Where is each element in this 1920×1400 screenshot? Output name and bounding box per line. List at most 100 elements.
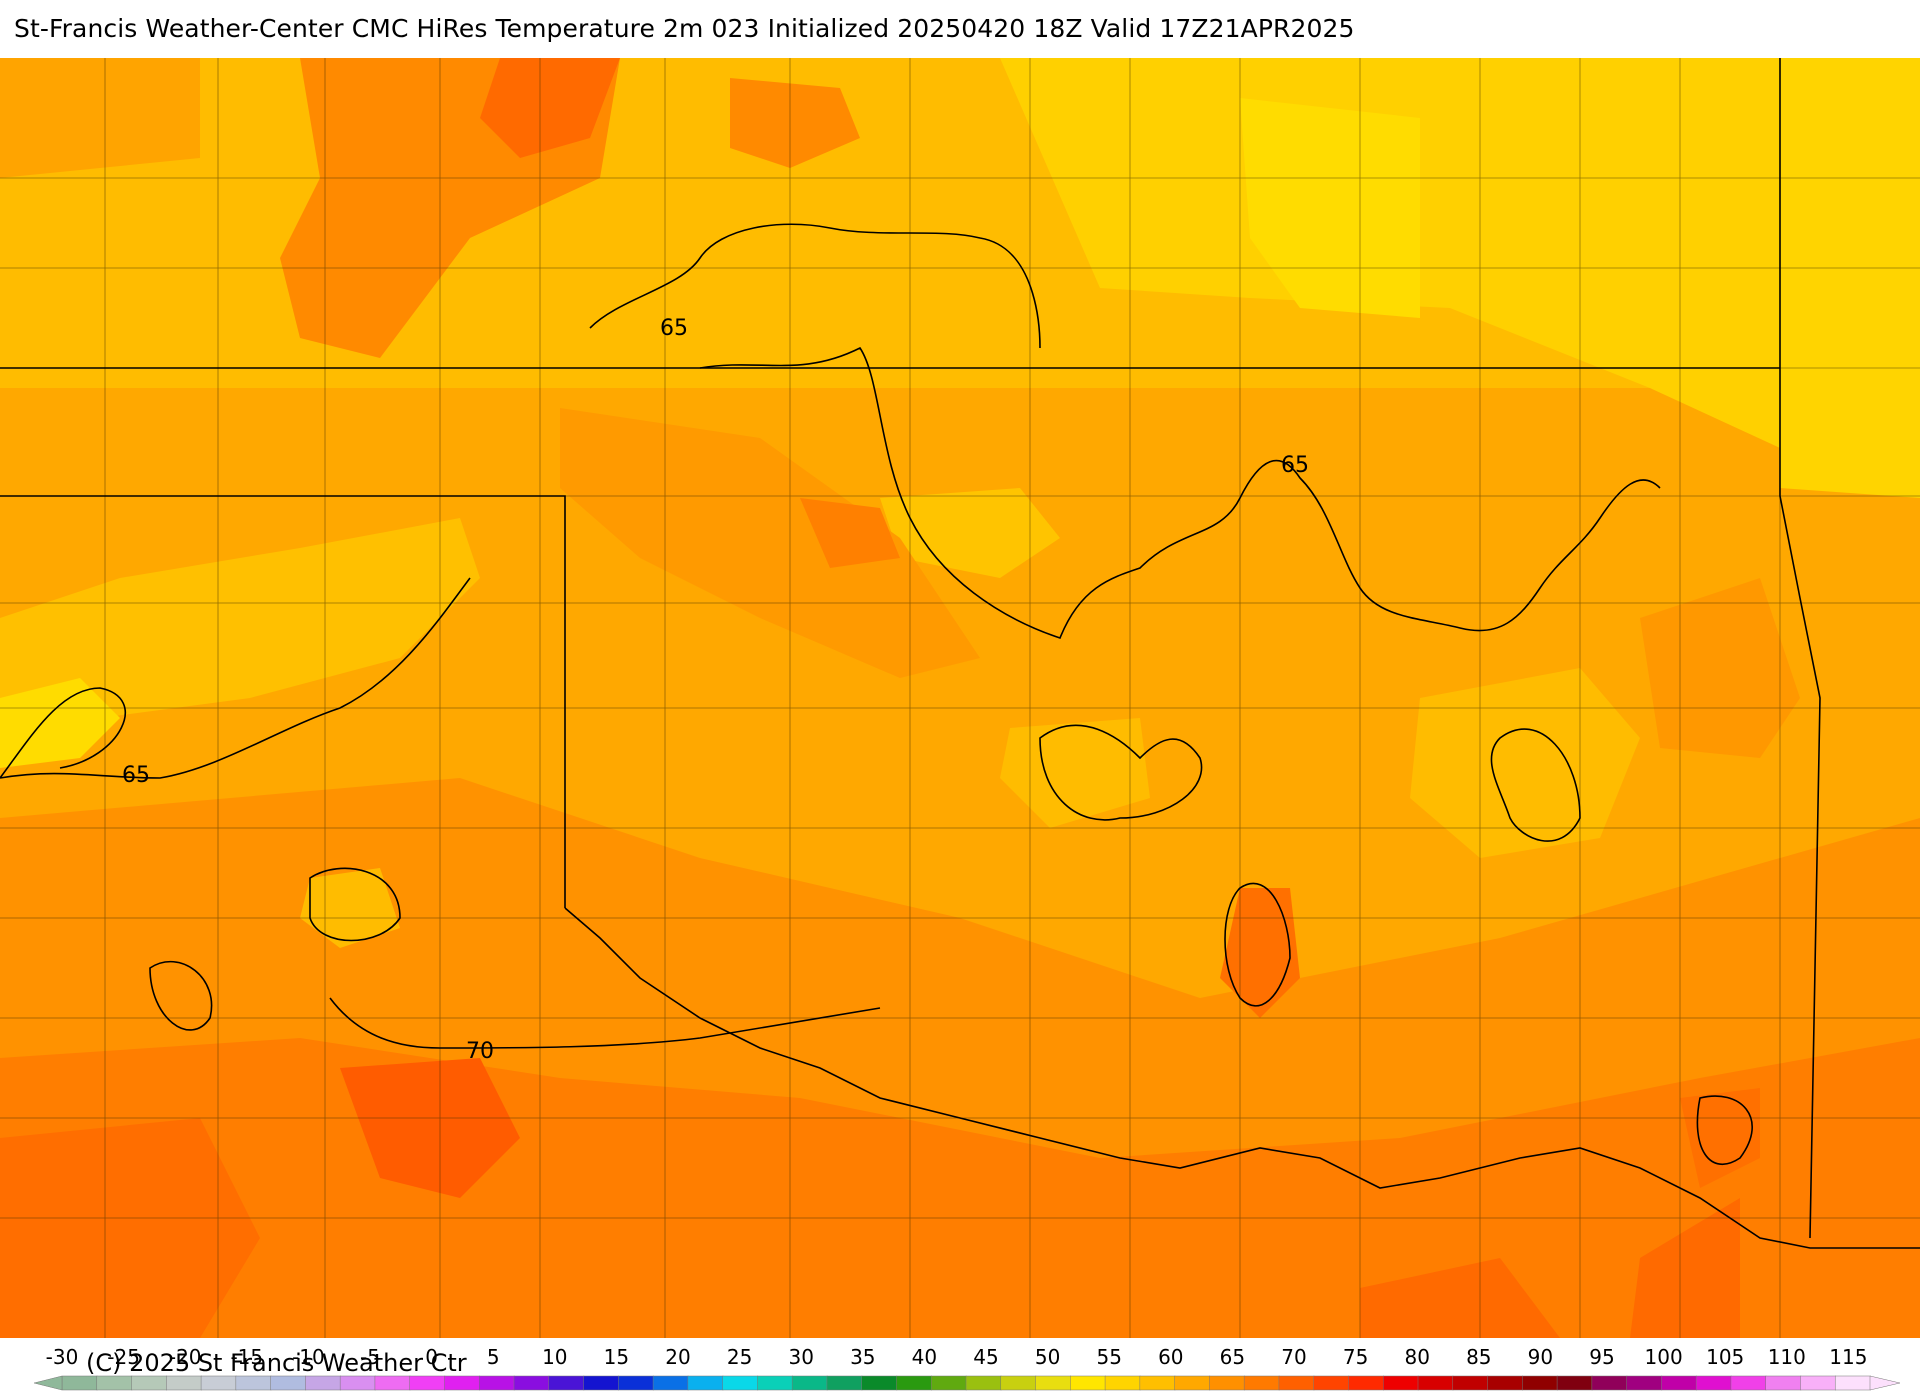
colorbar-swatch	[1452, 1375, 1489, 1391]
contour-65-panhandle	[0, 577, 471, 779]
contour-loop-se	[1696, 1095, 1753, 1165]
temp-zone-nw-corner	[0, 58, 200, 178]
temperature-contours	[0, 223, 1753, 1165]
temperature-map: 65 65 65 70	[0, 58, 1920, 1338]
colorbar-swatch	[1104, 1375, 1141, 1391]
colorbar-swatch	[548, 1375, 585, 1391]
panhandle-border	[0, 495, 566, 908]
contour-loop-central	[1039, 724, 1203, 821]
colorbar-swatch	[444, 1375, 480, 1391]
colorbar-tick-label: -30	[46, 1345, 79, 1369]
contour-65-kansas	[589, 223, 1041, 349]
colorbar-tick-label: 35	[850, 1345, 875, 1369]
contour-label-70: 70	[466, 1039, 494, 1064]
colorbar-swatch	[1243, 1375, 1280, 1391]
colorbar-swatch	[826, 1375, 863, 1391]
colorbar-swatch	[1487, 1375, 1524, 1391]
colorbar-tick-label: 90	[1528, 1345, 1553, 1369]
temp-zone-central-light-2	[1000, 718, 1150, 828]
colorbar-swatch	[1626, 1375, 1663, 1391]
temp-zone-panhandle-band	[0, 518, 480, 748]
colorbar-swatch	[1000, 1375, 1037, 1391]
contour-70	[329, 997, 881, 1049]
colorbar-tick-label: 110	[1768, 1345, 1806, 1369]
temp-zone-east-light	[1410, 668, 1640, 858]
county-lines	[0, 58, 1920, 1338]
temp-zone-far-ne	[1780, 58, 1920, 498]
contour-65-oklahoma	[699, 346, 1661, 639]
colorbar-tick-label: 70	[1281, 1345, 1306, 1369]
colorbar-tick-label: 95	[1589, 1345, 1614, 1369]
colorbar-tick-label: 5	[487, 1345, 500, 1369]
temp-zone-hotspot-sw	[340, 1058, 520, 1198]
colorbar-tick-label: 10	[542, 1345, 567, 1369]
colorbar-swatch	[1174, 1375, 1211, 1391]
temp-zone-kansas-warm-2	[730, 78, 860, 168]
colorbar-tick-label: 100	[1645, 1345, 1683, 1369]
colorbar-swatch	[1695, 1375, 1732, 1391]
temp-zone-central-light	[880, 488, 1060, 578]
colorbar-swatch	[374, 1375, 411, 1391]
colorbar-swatch	[200, 1375, 237, 1391]
colorbar-swatch	[478, 1375, 515, 1391]
colorbar-arrow-left	[33, 1375, 63, 1391]
colorbar-swatch	[930, 1375, 967, 1391]
oklahoma-east-border	[1779, 58, 1821, 1239]
temp-zone-sw-corner	[0, 1118, 260, 1338]
colorbar-swatch	[1278, 1375, 1315, 1391]
map-canvas: 65 65 65 70	[0, 58, 1920, 1338]
colorbar-swatch	[791, 1375, 828, 1391]
colorbar-swatch	[61, 1375, 98, 1391]
colorbar-swatch	[618, 1375, 654, 1391]
colorbar-tick-label: -20	[169, 1345, 202, 1369]
colorbar-tick-label: 105	[1706, 1345, 1744, 1369]
colorbar-tick-label: 75	[1343, 1345, 1368, 1369]
colorbar-tick-label: -15	[230, 1345, 263, 1369]
map-title: St-Francis Weather-Center CMC HiRes Temp…	[14, 14, 1355, 43]
colorbar-swatch	[131, 1375, 168, 1391]
colorbar-swatch	[896, 1375, 932, 1391]
contour-label-65-kansas: 65	[660, 316, 688, 341]
colorbar-swatch	[1035, 1375, 1072, 1391]
colorbar-swatch	[1591, 1375, 1628, 1391]
colorbar-swatch	[1730, 1375, 1767, 1391]
temp-zone-kansas-hot	[480, 58, 620, 158]
contour-65-panhandle-loop	[0, 687, 127, 779]
colorbar-swatch	[1313, 1375, 1350, 1391]
temp-zone-yellow-patch	[1240, 98, 1420, 318]
colorbar-arrow-right	[1869, 1375, 1901, 1391]
colorbar-swatch	[861, 1375, 898, 1391]
colorbar-swatches	[33, 1375, 1901, 1391]
colorbar-swatch	[1834, 1375, 1871, 1391]
colorbar-swatch	[1800, 1375, 1836, 1391]
colorbar-swatch	[1417, 1375, 1454, 1391]
contour-loop-sw	[149, 960, 213, 1031]
colorbar-swatch	[652, 1375, 689, 1391]
colorbar-tick-label: 85	[1466, 1345, 1491, 1369]
colorbar-tick-labels: -30 -25 -20 -15 -10 -5 0 5 10 15 20 25 30 35 40 45 50 55 6…	[46, 1345, 1868, 1369]
temp-zone-south-hot	[1360, 1258, 1560, 1338]
colorbar-swatch	[1522, 1375, 1558, 1391]
colorbar-tick-label: 15	[604, 1345, 629, 1369]
colorbar-swatch	[687, 1375, 724, 1391]
contour-label-65-oklahoma: 65	[1281, 453, 1309, 478]
contour-70-central	[1224, 882, 1291, 1007]
colorbar-tick-label: 65	[1220, 1345, 1245, 1369]
temperature-colorbar: -30 -25 -20 -15 -10 -5 0 5 10 15 20 25 30 35 40 45 50 55 6…	[33, 1345, 1901, 1391]
colorbar-tick-label: -10	[292, 1345, 325, 1369]
colorbar-tick-label: 25	[727, 1345, 752, 1369]
colorbar-swatch	[96, 1375, 133, 1391]
temp-zone-se-hot	[1680, 1088, 1760, 1188]
copyright-text: (C) 2025 St Francis Weather Ctr	[86, 1349, 467, 1377]
colorbar-tick-label: -25	[107, 1345, 140, 1369]
colorbar-tick-label: 40	[912, 1345, 937, 1369]
colorbar-swatch	[166, 1375, 202, 1391]
colorbar-swatch	[722, 1375, 759, 1391]
colorbar-swatch	[409, 1375, 446, 1391]
colorbar-swatch	[1209, 1375, 1245, 1391]
colorbar-tick-label: 55	[1096, 1345, 1121, 1369]
colorbar-swatch	[757, 1375, 793, 1391]
temp-zone-north-oklahoma-hot	[800, 498, 900, 568]
contour-label-65-panhandle: 65	[122, 763, 150, 788]
colorbar-swatch	[339, 1375, 376, 1391]
